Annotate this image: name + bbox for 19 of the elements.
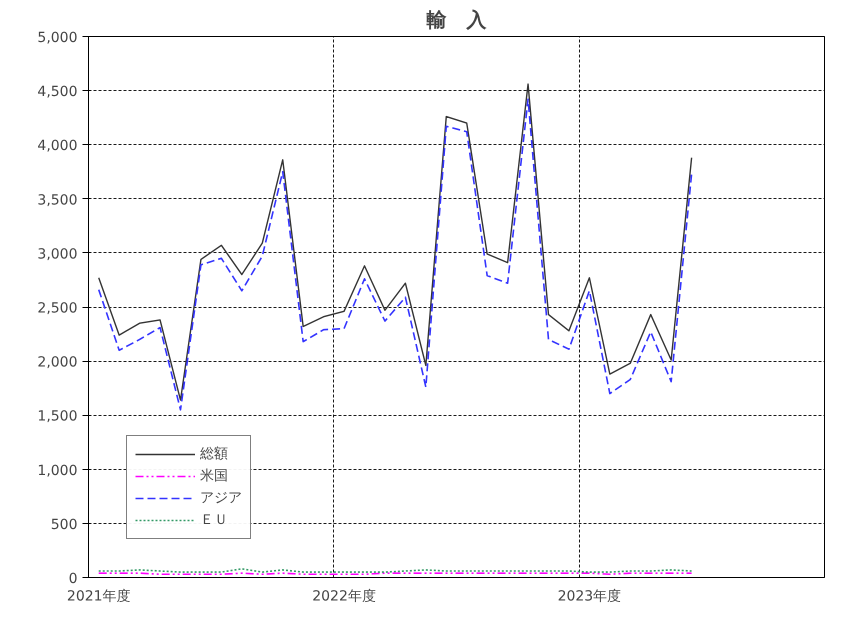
y-tick-label: 5,000 [37, 30, 78, 46]
y-tick-label: 2,500 [37, 300, 78, 316]
x-tick-label: 2023年度 [558, 588, 622, 604]
chart-title: 輸 入 [426, 8, 488, 32]
y-tick-label: 500 [50, 516, 78, 533]
legend-label: 米国 [200, 467, 228, 485]
legend-label: ＥＵ [200, 511, 228, 529]
y-tick-label: 0 [68, 571, 78, 587]
y-tick-label: 4,500 [37, 84, 78, 100]
x-tick-label: 2021年度 [66, 588, 131, 604]
x-tick-label: 2022年度 [312, 588, 376, 604]
y-tick-label: 2,000 [37, 354, 78, 371]
legend-label: 総額 [200, 445, 228, 463]
y-tick-label: 3,500 [37, 192, 78, 208]
y-tick-label: 1,500 [37, 408, 78, 425]
legend-label: アジア [200, 489, 242, 507]
y-tick-label: 3,000 [37, 246, 78, 262]
y-tick-label: 1,000 [37, 462, 78, 479]
y-tick-label: 4,000 [37, 138, 78, 154]
